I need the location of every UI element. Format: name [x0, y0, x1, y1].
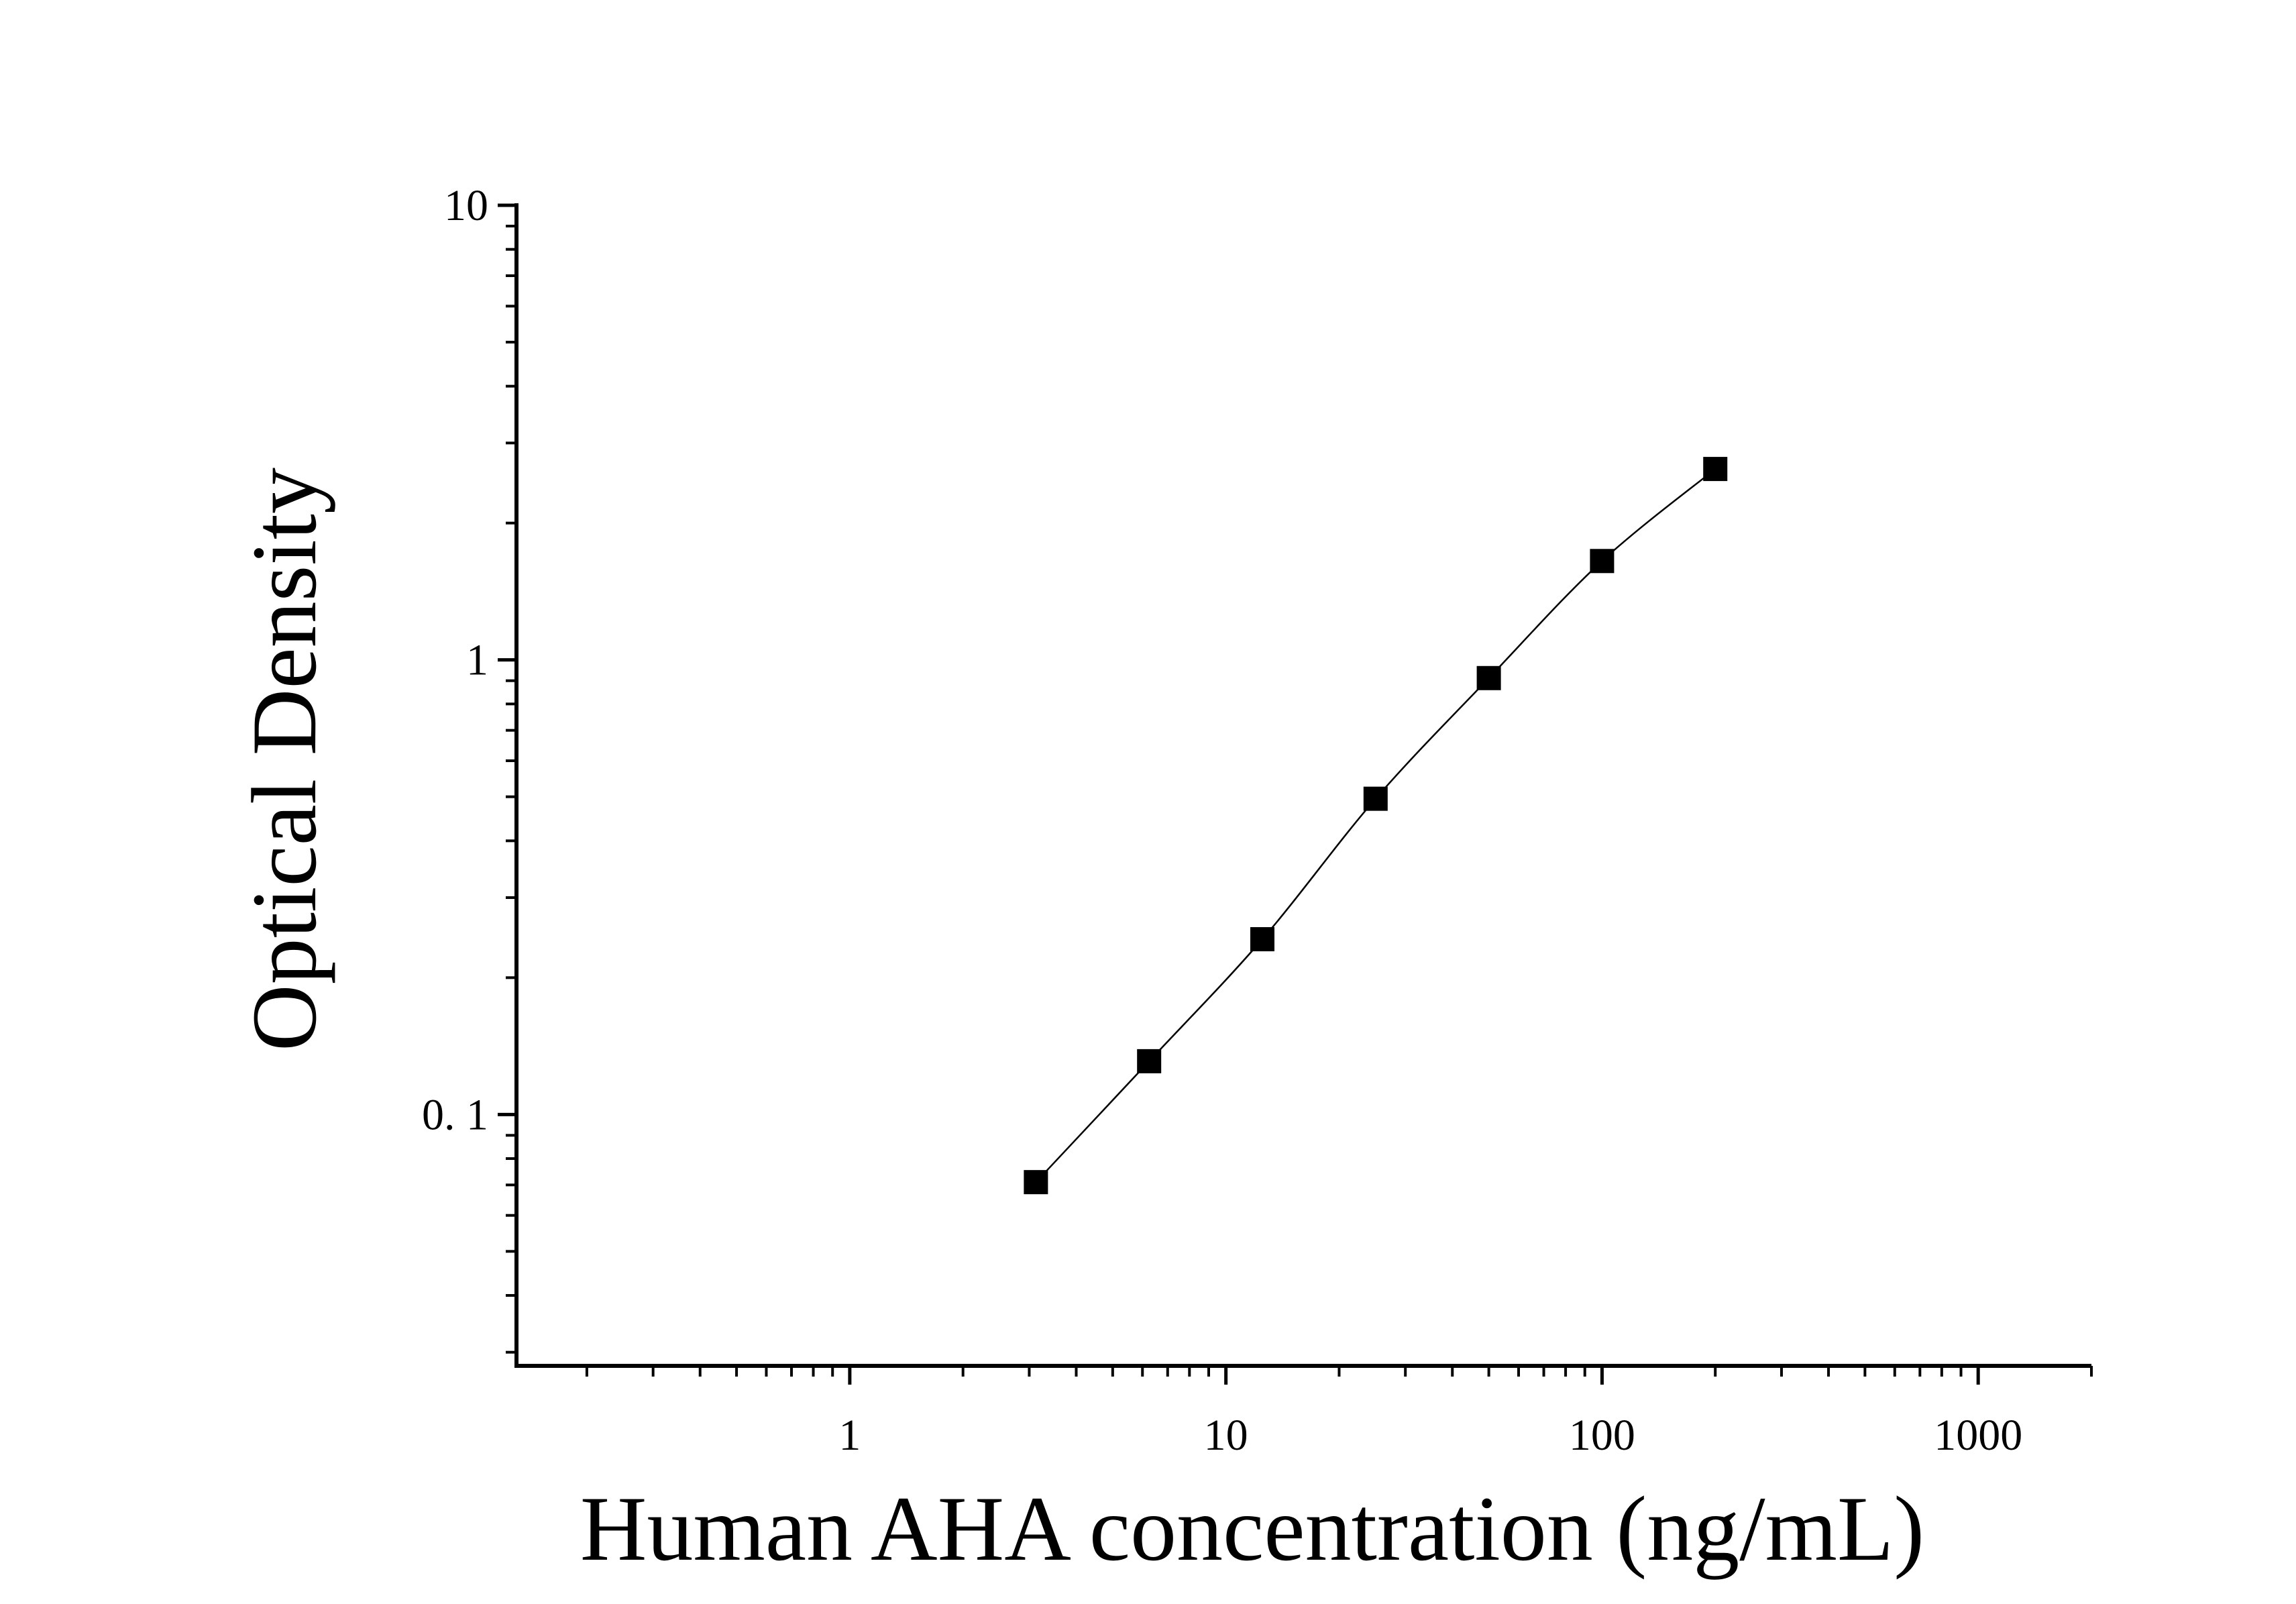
y-tick-label: 10	[444, 181, 488, 230]
y-tick-label: 1	[466, 636, 488, 685]
data-point	[1024, 1170, 1048, 1195]
x-tick-label: 10	[1204, 1411, 1248, 1460]
x-tick-label: 1	[838, 1411, 861, 1460]
data-point	[1137, 1049, 1162, 1073]
y-axis-ticks	[498, 203, 516, 1354]
y-axis-title: Optical Density	[233, 468, 335, 1051]
fit-curve	[1035, 468, 1716, 1183]
x-tick-label: 100	[1569, 1411, 1635, 1460]
x-axis-ticks	[585, 1366, 2093, 1385]
x-axis-title: Human AHA concentration (ng/mL)	[580, 1477, 1924, 1580]
data-points	[1024, 457, 1728, 1195]
y-tick-label: 0. 1	[422, 1090, 488, 1139]
data-point	[1250, 927, 1274, 952]
data-point	[1363, 786, 1388, 811]
data-point	[1590, 549, 1615, 574]
y-axis-tick-labels: 0. 1 1 10	[422, 181, 488, 1139]
data-point	[1703, 457, 1728, 482]
x-tick-label: 1000	[1934, 1411, 2022, 1460]
axes	[514, 203, 2091, 1368]
data-point	[1476, 665, 1501, 690]
x-axis-tick-labels: 1 10 100 1000	[838, 1411, 2022, 1460]
